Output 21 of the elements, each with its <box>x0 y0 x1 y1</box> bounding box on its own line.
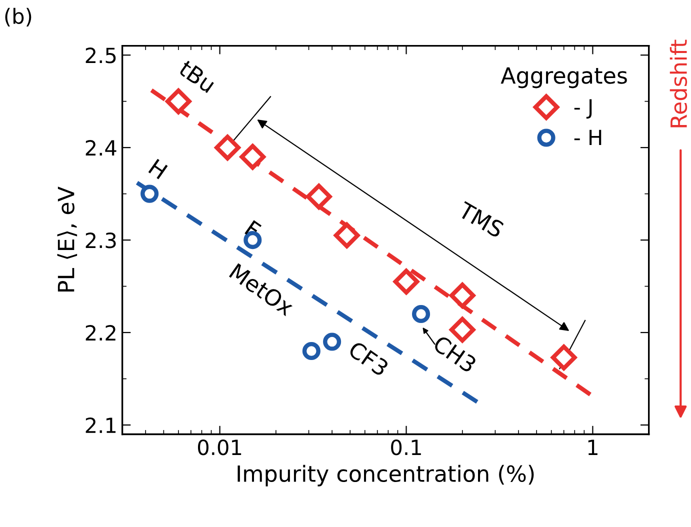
annotation: tBu <box>178 59 216 94</box>
annotation: CF3 <box>347 340 390 377</box>
y-tick-label: 2.3 <box>86 232 116 248</box>
legend-label: - J <box>574 99 592 119</box>
y-tick-label: 2.1 <box>86 417 116 433</box>
y-tick-label: 2.4 <box>86 140 116 156</box>
y-tick-label: 2.5 <box>86 48 116 64</box>
annotation: CH3 <box>432 334 478 374</box>
legend-title: Aggregates <box>500 67 627 88</box>
annotation: F <box>244 220 262 239</box>
x-tick-label: 1 <box>588 440 598 455</box>
y-tick-label: 2.2 <box>86 324 116 340</box>
text: (b) <box>5 8 32 26</box>
annotation: TMS <box>456 200 505 238</box>
y-axis-title: PL ⟨E⟩, eV <box>57 186 78 292</box>
text: Redshift <box>670 40 688 128</box>
legend-label: - H <box>574 130 602 146</box>
x-tick-label: 0.01 <box>198 439 242 456</box>
x-tick-label: 0.1 <box>391 439 421 456</box>
x-axis-title: Impurity concentration (%) <box>238 464 534 486</box>
annotation: H <box>148 158 168 180</box>
